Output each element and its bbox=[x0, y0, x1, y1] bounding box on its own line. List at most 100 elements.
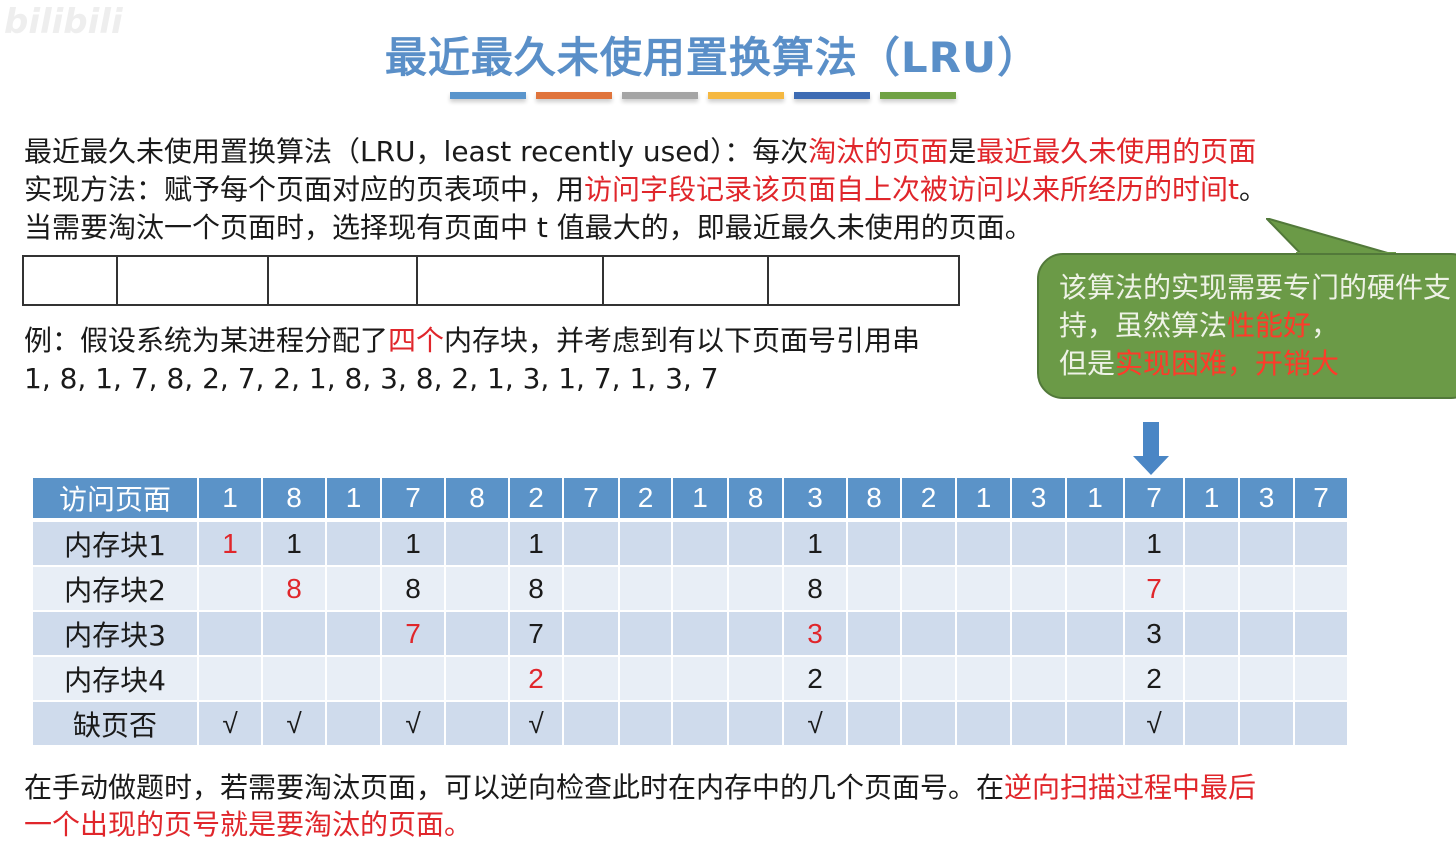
table-cell: 3 bbox=[1125, 612, 1185, 657]
table-cell bbox=[1012, 702, 1067, 747]
table-cell: √ bbox=[382, 702, 446, 747]
table-cell bbox=[564, 567, 620, 612]
table-cell bbox=[1012, 612, 1067, 657]
field-block-number: 内存块号 bbox=[118, 257, 269, 304]
table-cell bbox=[620, 702, 673, 747]
table-cell bbox=[1185, 612, 1240, 657]
field-status-bit: 状态位 bbox=[269, 257, 418, 304]
example-highlight: 四个 bbox=[388, 324, 445, 357]
field-access-field: 访问字段 bbox=[418, 257, 604, 304]
table-cell bbox=[327, 567, 382, 612]
color-bar bbox=[536, 92, 612, 99]
table-cell bbox=[446, 657, 510, 702]
table-cell: 3 bbox=[784, 612, 848, 657]
table-cell bbox=[729, 522, 784, 567]
page-reference: 1 bbox=[327, 478, 382, 522]
field-modify-bit: 修改位 bbox=[604, 257, 769, 304]
page-reference: 1 bbox=[199, 478, 263, 522]
page-reference: 7 bbox=[382, 478, 446, 522]
page-reference: 2 bbox=[510, 478, 564, 522]
table-cell: 7 bbox=[382, 612, 446, 657]
color-bar bbox=[880, 92, 956, 99]
table-cell: 8 bbox=[263, 567, 327, 612]
table-row: 缺页否 √ √ √ √ √ √ bbox=[33, 702, 1349, 747]
table-cell: √ bbox=[199, 702, 263, 747]
table-cell bbox=[1240, 657, 1295, 702]
table-cell bbox=[1067, 522, 1125, 567]
table-cell: 7 bbox=[1125, 567, 1185, 612]
table-cell bbox=[1067, 657, 1125, 702]
example-text: 例：假设系统为某进程分配了 bbox=[24, 324, 389, 357]
page-reference: 2 bbox=[902, 478, 957, 522]
table-cell: √ bbox=[263, 702, 327, 747]
callout-highlight: 实现困难，开销大 bbox=[1115, 347, 1340, 380]
row-label: 内存块3 bbox=[33, 612, 199, 657]
table-cell bbox=[564, 657, 620, 702]
table-cell bbox=[564, 612, 620, 657]
definition-line: 最近最久未使用置换算法（LRU，least recently used）：每次淘… bbox=[24, 133, 1256, 171]
table-cell: 8 bbox=[510, 567, 564, 612]
table-cell: 1 bbox=[263, 522, 327, 567]
table-cell bbox=[673, 612, 729, 657]
table-cell bbox=[446, 522, 510, 567]
lru-simulation-table: 访问页面 1 8 1 7 8 2 7 2 1 8 3 8 2 1 3 1 7 1 3 7 内存块1 1 1 1 1 1 1 内存块2 8 8… bbox=[33, 478, 1349, 747]
page-reference: 7 bbox=[1125, 478, 1185, 522]
page-reference: 8 bbox=[729, 478, 784, 522]
page-reference: 1 bbox=[673, 478, 729, 522]
table-header-row: 访问页面 1 8 1 7 8 2 7 2 1 8 3 8 2 1 3 1 7 1 3 7 bbox=[33, 478, 1349, 522]
table-cell: 2 bbox=[784, 657, 848, 702]
table-cell bbox=[729, 702, 784, 747]
table-cell bbox=[673, 702, 729, 747]
table-cell bbox=[1240, 567, 1295, 612]
definition-text: 是 bbox=[948, 135, 977, 168]
callout-text: ， bbox=[1311, 309, 1340, 342]
table-cell bbox=[1240, 702, 1295, 747]
table-cell bbox=[902, 612, 957, 657]
page-reference: 8 bbox=[263, 478, 327, 522]
table-cell: 1 bbox=[199, 522, 263, 567]
table-cell bbox=[1012, 522, 1067, 567]
color-bar bbox=[708, 92, 784, 99]
table-cell bbox=[729, 657, 784, 702]
table-cell bbox=[1295, 702, 1349, 747]
page-reference: 8 bbox=[848, 478, 902, 522]
tip-line-2: 一个出现的页号就是要淘汰的页面。 bbox=[24, 808, 473, 841]
table-cell bbox=[1185, 567, 1240, 612]
table-cell bbox=[848, 612, 902, 657]
table-row: 内存块1 1 1 1 1 1 1 bbox=[33, 522, 1349, 567]
table-cell bbox=[1185, 702, 1240, 747]
table-cell: 8 bbox=[382, 567, 446, 612]
table-cell bbox=[1295, 522, 1349, 567]
table-cell bbox=[327, 657, 382, 702]
callout-bubble: 该算法的实现需要专门的硬件支持，虽然算法性能好， 但是实现困难，开销大 bbox=[1037, 253, 1456, 399]
table-row: 内存块4 2 2 2 bbox=[33, 657, 1349, 702]
table-cell bbox=[729, 567, 784, 612]
callout-text: 该算法的实现需要专门的硬件支持，虽然算法 bbox=[1059, 271, 1452, 342]
table-cell bbox=[620, 612, 673, 657]
table-cell bbox=[1240, 612, 1295, 657]
page-table-entry-diagram: 页号 内存块号 状态位 访问字段 修改位 外存地址 bbox=[22, 255, 960, 306]
table-cell bbox=[848, 702, 902, 747]
definition-highlight: 最近最久未使用的页面 bbox=[976, 135, 1257, 168]
table-cell bbox=[957, 612, 1012, 657]
table-cell bbox=[382, 657, 446, 702]
method-text: 。 bbox=[1239, 173, 1268, 206]
table-cell bbox=[446, 567, 510, 612]
table-cell bbox=[1067, 612, 1125, 657]
page-title: 最近最久未使用置换算法（LRU） bbox=[384, 33, 1041, 82]
method-line-2: 当需要淘汰一个页面时，选择现有页面中 t 值最大的，即最近最久未使用的页面。 bbox=[24, 211, 1033, 244]
table-cell bbox=[263, 657, 327, 702]
table-cell bbox=[1012, 567, 1067, 612]
table-cell: 2 bbox=[510, 657, 564, 702]
color-bar bbox=[794, 92, 870, 99]
table-cell: √ bbox=[510, 702, 564, 747]
example-text: 内存块，并考虑到有以下页面号引用串 bbox=[444, 324, 921, 357]
field-disk-address: 外存地址 bbox=[805, 265, 922, 300]
row-label: 内存块2 bbox=[33, 567, 199, 612]
table-cell bbox=[564, 522, 620, 567]
tip-text: 在手动做题时，若需要淘汰页面，可以逆向检查此时在内存中的几个页面号。在 bbox=[24, 771, 1005, 804]
table-cell bbox=[199, 567, 263, 612]
table-cell bbox=[729, 612, 784, 657]
method-text: 实现方法：赋予每个页面对应的页表项中，用 bbox=[24, 173, 585, 206]
title-color-bars bbox=[450, 92, 956, 99]
